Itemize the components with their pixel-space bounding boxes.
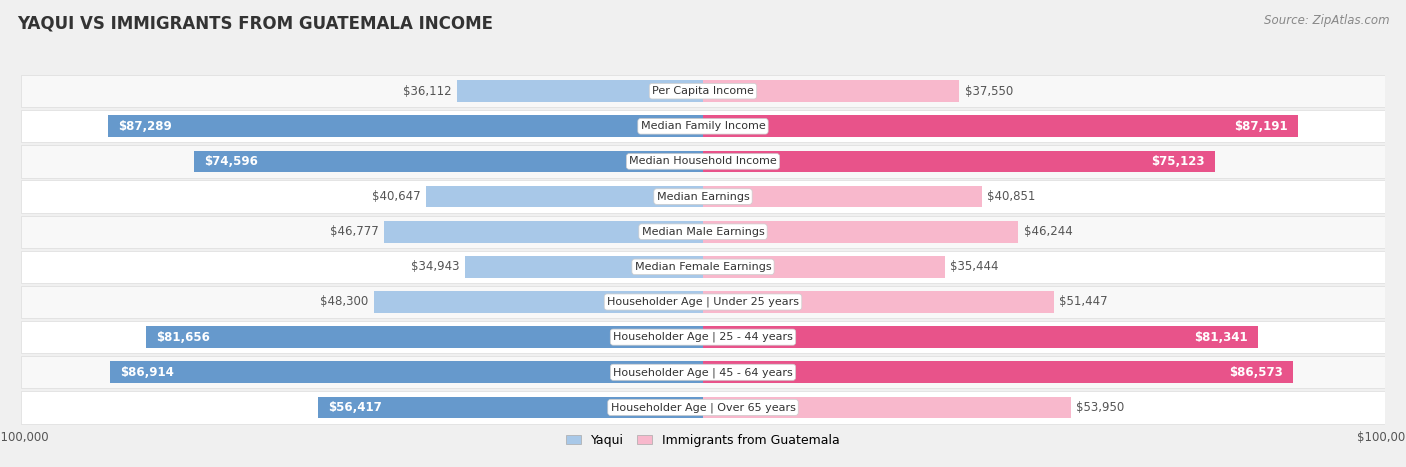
Text: $34,943: $34,943 [411,261,460,273]
Text: Householder Age | 25 - 44 years: Householder Age | 25 - 44 years [613,332,793,342]
Text: $53,950: $53,950 [1077,401,1125,414]
Bar [426,186,703,207]
Text: $37,550: $37,550 [965,85,1012,98]
Bar [465,256,703,278]
Text: $86,914: $86,914 [121,366,174,379]
Bar [21,180,1385,213]
Bar [21,391,1385,424]
Text: $75,123: $75,123 [1152,155,1205,168]
Bar [21,251,1385,283]
Text: Per Capita Income: Per Capita Income [652,86,754,96]
Bar [374,291,703,313]
Text: $46,777: $46,777 [330,225,378,238]
Text: $35,444: $35,444 [950,261,998,273]
Text: Median Male Earnings: Median Male Earnings [641,226,765,237]
Bar [21,356,1385,389]
Text: $40,647: $40,647 [371,190,420,203]
Text: Median Earnings: Median Earnings [657,191,749,202]
Bar [703,186,981,207]
Text: $46,244: $46,244 [1024,225,1073,238]
Bar [703,221,1018,243]
Bar [21,286,1385,318]
Bar [457,80,703,102]
Text: $40,851: $40,851 [987,190,1035,203]
Bar [146,326,703,348]
Text: YAQUI VS IMMIGRANTS FROM GUATEMALA INCOME: YAQUI VS IMMIGRANTS FROM GUATEMALA INCOM… [17,14,494,32]
Bar [108,115,703,137]
Text: $81,656: $81,656 [156,331,211,344]
Text: Source: ZipAtlas.com: Source: ZipAtlas.com [1264,14,1389,27]
Bar [318,396,703,418]
Bar [703,80,959,102]
Text: $36,112: $36,112 [402,85,451,98]
Bar [703,115,1298,137]
Text: $86,573: $86,573 [1229,366,1284,379]
Text: Householder Age | 45 - 64 years: Householder Age | 45 - 64 years [613,367,793,377]
Text: $51,447: $51,447 [1059,296,1108,309]
Bar [21,216,1385,248]
Bar [194,150,703,172]
Bar [703,396,1071,418]
Text: $48,300: $48,300 [321,296,368,309]
Bar [21,321,1385,354]
Bar [110,361,703,383]
Text: Median Female Earnings: Median Female Earnings [634,262,772,272]
Bar [21,110,1385,142]
Legend: Yaqui, Immigrants from Guatemala: Yaqui, Immigrants from Guatemala [561,429,845,452]
Bar [703,256,945,278]
Bar [21,145,1385,177]
Text: $74,596: $74,596 [204,155,259,168]
Bar [703,291,1054,313]
Text: $81,341: $81,341 [1194,331,1247,344]
Bar [703,326,1258,348]
Bar [703,361,1294,383]
Text: Median Family Income: Median Family Income [641,121,765,131]
Bar [384,221,703,243]
Text: $56,417: $56,417 [329,401,382,414]
Bar [703,150,1215,172]
Text: Householder Age | Over 65 years: Householder Age | Over 65 years [610,402,796,413]
Text: Median Household Income: Median Household Income [628,156,778,166]
Text: Householder Age | Under 25 years: Householder Age | Under 25 years [607,297,799,307]
Bar [21,75,1385,107]
Text: $87,289: $87,289 [118,120,172,133]
Text: $87,191: $87,191 [1233,120,1288,133]
